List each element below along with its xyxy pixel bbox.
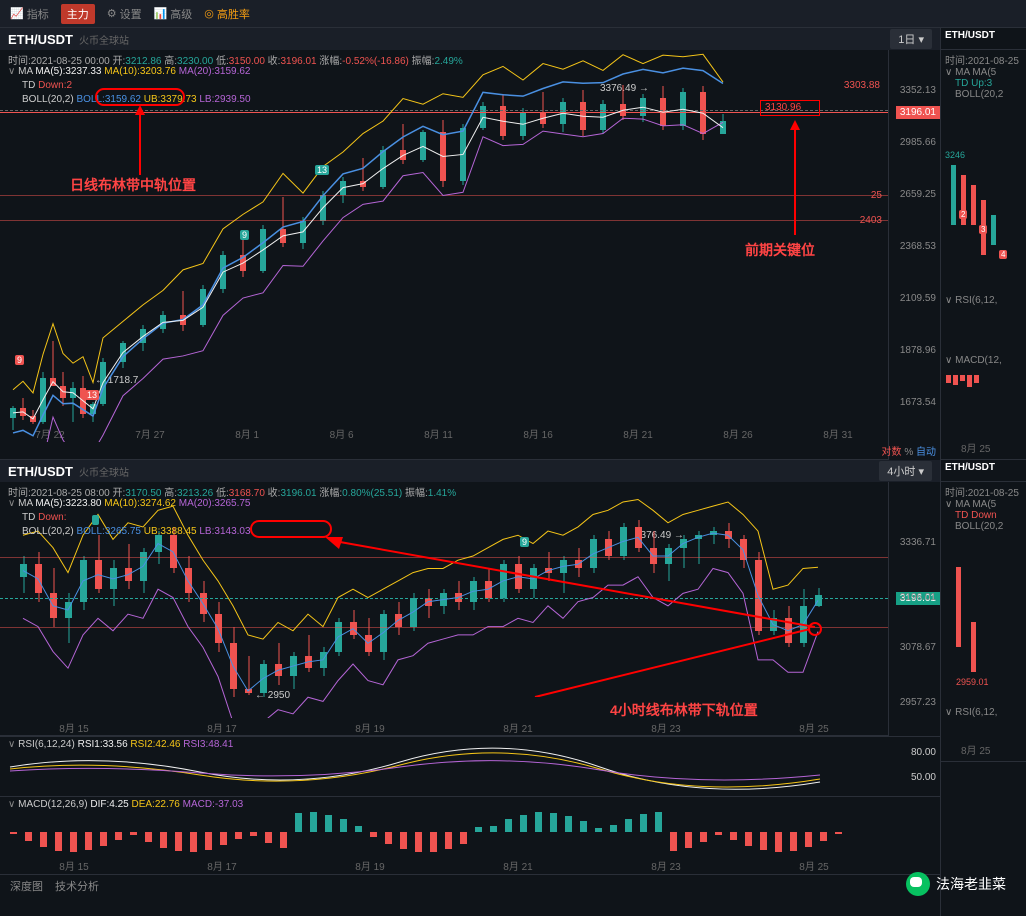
pair-label: ETH/USDT <box>8 32 73 47</box>
settings-btn[interactable]: ⚙ 设置 <box>107 6 142 22</box>
boll-lb-circle <box>250 520 332 538</box>
td-b1 <box>92 515 99 525</box>
macd-info: ∨ MACD(12,26,9) DIF:4.25 DEA:22.76 MACD:… <box>8 799 243 810</box>
td-9-g: 9 <box>240 230 249 240</box>
r-chart2: 时间:2021-08-25 ∨ MA MA(5 TD Down BOLL(20,… <box>941 482 1026 762</box>
arrow2 <box>785 120 805 235</box>
price-tag-current: 3196.01 <box>896 106 940 119</box>
annotation-key-level: 前期关键位 <box>745 240 815 260</box>
exchange-label: 火币全球站 <box>79 36 129 47</box>
td-13-g: 13 <box>315 165 329 175</box>
td-line-2: TD Down: <box>22 512 66 523</box>
panel2-header: ETH/USDT 火币全球站 4小时 ▾ <box>0 460 940 482</box>
chart2-area[interactable]: 时间:2021-08-25 08:00 开:3170.50 高:3213.26 … <box>0 482 940 736</box>
panel1-header: ETH/USDT 火币全球站 1日 ▾ <box>0 28 940 50</box>
timeframe-selector[interactable]: 1日 ▾ <box>890 29 932 49</box>
rsi-50: 50.00 <box>911 772 936 783</box>
rsi-panel: ∨ RSI(6,12,24) RSI1:33.56 RSI2:42.46 RSI… <box>0 736 940 796</box>
ohlc-line-2: 时间:2021-08-25 08:00 开:3170.50 高:3213.26 … <box>8 484 456 499</box>
winrate-btn[interactable]: ◎ 高胜率 <box>204 6 250 22</box>
x-axis-2: 8月 158月 178月 198月 218月 238月 25 <box>0 718 888 736</box>
y-axis-1: 3196.01 3352.132985.662659.252368.532109… <box>888 50 940 460</box>
td-9-r: 9 <box>15 355 24 365</box>
ohlc-line: 时间:2021-08-25 00:00 开:3212.86 高:3230.00 … <box>8 52 463 67</box>
advanced-btn[interactable]: 📊 高级 <box>154 6 193 22</box>
hl-price: 3303.88 <box>844 80 880 91</box>
macd-panel: ∨ MACD(12,26,9) DIF:4.25 DEA:22.76 MACD:… <box>0 796 940 874</box>
r-pair1: ETH/USDT <box>945 30 995 41</box>
r-chart1: 时间:2021-08-25 ∨ MA MA(5 TD Up:3 BOLL(20,… <box>941 50 1026 460</box>
macd-bars <box>0 812 888 852</box>
wechat-icon <box>906 872 930 896</box>
arrow1 <box>130 105 150 175</box>
rsi-80: 80.00 <box>911 747 936 758</box>
indicator-btn[interactable]: 📈 指标 <box>10 6 49 22</box>
watermark: 法海老韭菜 <box>906 872 1006 896</box>
ma-line: ∨ MA MA(5):3237.33 MA(10):3203.76 MA(20)… <box>8 66 251 77</box>
y-axis-2: 3196.01 3336.713196.013078.672957.23 <box>888 482 940 736</box>
chart-footer-1: 对数 % 自动 <box>882 443 936 458</box>
main-btn[interactable]: 主力 <box>61 4 95 24</box>
hline-2403 <box>0 220 888 221</box>
exchange-label-2: 火币全球站 <box>79 468 129 479</box>
ma-line-2: ∨ MA MA(5):3223.80 MA(10):3274.62 MA(20)… <box>8 498 251 509</box>
4h-chart-panel: ETH/USDT 火币全球站 4小时 ▾ 时间:2021-08-25 08:00 … <box>0 460 940 736</box>
td-13-r: 13 <box>85 390 99 400</box>
x-axis-macd: 8月 158月 178月 198月 218月 238月 25 <box>0 856 888 874</box>
hline-25 <box>0 195 888 196</box>
daily-chart-panel: ETH/USDT 火币全球站 1日 ▾ 时间:2021-08-25 00:00 开… <box>0 28 940 460</box>
chart1-area[interactable]: 时间:2021-08-25 00:00 开:3212.86 高:3230.00 … <box>0 50 940 460</box>
tech-tab[interactable]: 技术分析 <box>55 878 99 894</box>
td-line: TD Down:2 <box>22 80 72 91</box>
annotation-boll-lb: 4小时线布林带下轨位置 <box>610 700 758 720</box>
annotation-boll-mid: 日线布林带中轨位置 <box>70 175 196 195</box>
boll-line-2: BOLL(20,2) BOLL:3265.75 UB:3388.45 LB:31… <box>22 526 251 537</box>
timeframe-selector-2[interactable]: 4小时 ▾ <box>879 461 932 481</box>
x-axis-1: 7月 227月 278月 18月 68月 118月 168月 218月 268月… <box>0 424 888 442</box>
bottom-tabs: 深度图 技术分析 <box>0 874 940 896</box>
arrow-diag1 <box>325 537 815 697</box>
right-column: ETH/USDT 时间:2021-08-25 ∨ MA MA(5 TD Up:3… <box>940 28 1026 916</box>
price-box: 3130.96 <box>760 100 820 116</box>
rsi-info: ∨ RSI(6,12,24) RSI1:33.56 RSI2:42.46 RSI… <box>8 739 233 750</box>
boll-circle-mark <box>95 88 185 106</box>
depth-tab[interactable]: 深度图 <box>10 878 43 894</box>
pair-label-2: ETH/USDT <box>8 464 73 479</box>
r-pair2: ETH/USDT <box>945 462 995 473</box>
top-toolbar: 📈 指标 主力 ⚙ 设置 📊 高级 ◎ 高胜率 <box>0 0 1026 28</box>
